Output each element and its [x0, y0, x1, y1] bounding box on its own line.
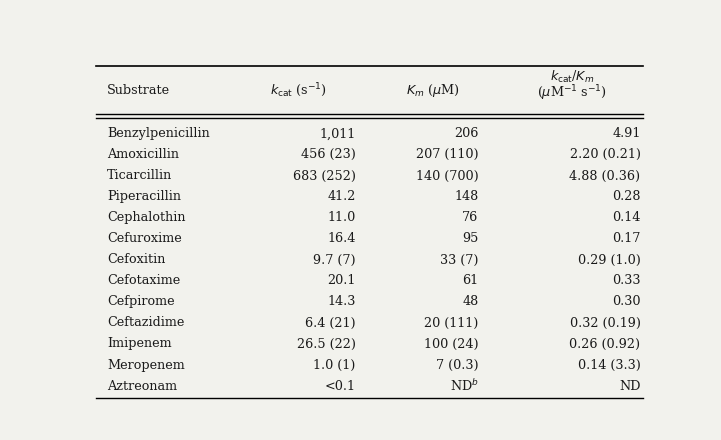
Text: 16.4: 16.4 [327, 232, 355, 246]
Text: 61: 61 [462, 275, 479, 287]
Text: 100 (24): 100 (24) [424, 337, 479, 351]
Text: Cefuroxime: Cefuroxime [107, 232, 182, 246]
Text: 9.7 (7): 9.7 (7) [313, 253, 355, 267]
Text: 0.29 (1.0): 0.29 (1.0) [578, 253, 640, 267]
Text: 7 (0.3): 7 (0.3) [436, 359, 479, 371]
Text: Piperacillin: Piperacillin [107, 191, 181, 203]
Text: Aztreonam: Aztreonam [107, 380, 177, 392]
Text: Substrate: Substrate [107, 84, 170, 96]
Text: 0.30: 0.30 [612, 296, 640, 308]
Text: Ticarcillin: Ticarcillin [107, 169, 172, 183]
Text: ND$^{b}$: ND$^{b}$ [450, 378, 479, 394]
Text: 0.14: 0.14 [612, 212, 640, 224]
Text: 0.26 (0.92): 0.26 (0.92) [570, 337, 640, 351]
Text: Benzylpenicillin: Benzylpenicillin [107, 128, 210, 140]
Text: 206: 206 [454, 128, 479, 140]
Text: 6.4 (21): 6.4 (21) [305, 316, 355, 330]
Text: ND: ND [619, 380, 640, 392]
Text: 20 (111): 20 (111) [424, 316, 479, 330]
Text: Cefoxitin: Cefoxitin [107, 253, 165, 267]
Text: Cefpirome: Cefpirome [107, 296, 174, 308]
Text: $k_{\mathrm{cat}}$ (s$^{-1}$): $k_{\mathrm{cat}}$ (s$^{-1}$) [270, 81, 327, 99]
Text: Cefotaxime: Cefotaxime [107, 275, 180, 287]
Text: 0.17: 0.17 [612, 232, 640, 246]
Text: 140 (700): 140 (700) [416, 169, 479, 183]
Text: ($\mu$M$^{-1}$ s$^{-1}$): ($\mu$M$^{-1}$ s$^{-1}$) [537, 83, 607, 103]
Text: Ceftazidime: Ceftazidime [107, 316, 185, 330]
Text: 76: 76 [462, 212, 479, 224]
Text: 48: 48 [462, 296, 479, 308]
Text: 26.5 (22): 26.5 (22) [296, 337, 355, 351]
Text: 11.0: 11.0 [327, 212, 355, 224]
Text: $K_{m}$ ($\mu$M): $K_{m}$ ($\mu$M) [405, 81, 459, 99]
Text: $k_{\mathrm{cat}}$/$K_{m}$: $k_{\mathrm{cat}}$/$K_{m}$ [550, 69, 594, 85]
Text: 1.0 (1): 1.0 (1) [313, 359, 355, 371]
Text: 207 (110): 207 (110) [416, 148, 479, 161]
Text: Cephalothin: Cephalothin [107, 212, 185, 224]
Text: Amoxicillin: Amoxicillin [107, 148, 179, 161]
Text: 1,011: 1,011 [319, 128, 355, 140]
Text: 4.88 (0.36): 4.88 (0.36) [570, 169, 640, 183]
Text: 4.91: 4.91 [612, 128, 640, 140]
Text: Meropenem: Meropenem [107, 359, 185, 371]
Text: 148: 148 [454, 191, 479, 203]
Text: 95: 95 [462, 232, 479, 246]
Text: 2.20 (0.21): 2.20 (0.21) [570, 148, 640, 161]
Text: 456 (23): 456 (23) [301, 148, 355, 161]
Text: 0.14 (3.3): 0.14 (3.3) [578, 359, 640, 371]
Text: 20.1: 20.1 [327, 275, 355, 287]
Text: 0.28: 0.28 [612, 191, 640, 203]
Text: 683 (252): 683 (252) [293, 169, 355, 183]
Text: 14.3: 14.3 [327, 296, 355, 308]
Text: Imipenem: Imipenem [107, 337, 172, 351]
Text: 0.32 (0.19): 0.32 (0.19) [570, 316, 640, 330]
Text: 0.33: 0.33 [612, 275, 640, 287]
Text: 33 (7): 33 (7) [440, 253, 479, 267]
Text: <0.1: <0.1 [324, 380, 355, 392]
Text: 41.2: 41.2 [327, 191, 355, 203]
